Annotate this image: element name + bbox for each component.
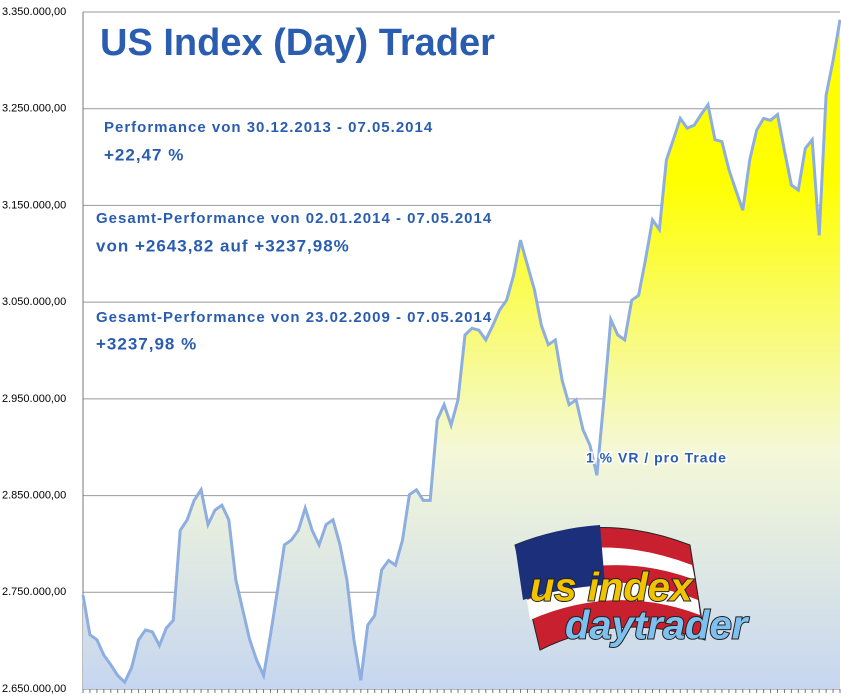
y-tick-label: 3.250.000,00 xyxy=(2,103,66,115)
y-tick-label: 3.150.000,00 xyxy=(2,199,66,211)
logo-text: daytrader xyxy=(565,604,750,648)
y-tick-label: 2.750.000,00 xyxy=(2,586,66,598)
annotation: Gesamt-Performance von 23.02.2009 - 07.0… xyxy=(96,309,492,326)
annotation: +3237,98 % xyxy=(96,334,197,353)
chart-title: US Index (Day) Trader xyxy=(100,22,495,64)
area-fill xyxy=(83,19,840,689)
y-tick-label: 3.350.000,00 xyxy=(2,6,66,18)
annotation: +22,47 % xyxy=(104,145,184,164)
area-line xyxy=(81,19,841,685)
logo: us index daytrader xyxy=(514,525,751,651)
annotation: Performance von 30.12.2013 - 07.05.2014 xyxy=(104,119,433,136)
y-tick-label: 2.650.000,00 xyxy=(2,683,66,695)
logo-text: us index xyxy=(530,566,694,610)
annotation: von +2643,82 auf +3237,98% xyxy=(96,236,350,255)
y-tick-label: 2.850.000,00 xyxy=(2,489,66,501)
annotation: 1 % VR / pro Trade xyxy=(586,450,727,466)
y-tick-label: 2.950.000,00 xyxy=(2,393,66,405)
annotation: Gesamt-Performance von 02.01.2014 - 07.0… xyxy=(96,210,492,227)
y-tick-label: 3.050.000,00 xyxy=(2,296,66,308)
